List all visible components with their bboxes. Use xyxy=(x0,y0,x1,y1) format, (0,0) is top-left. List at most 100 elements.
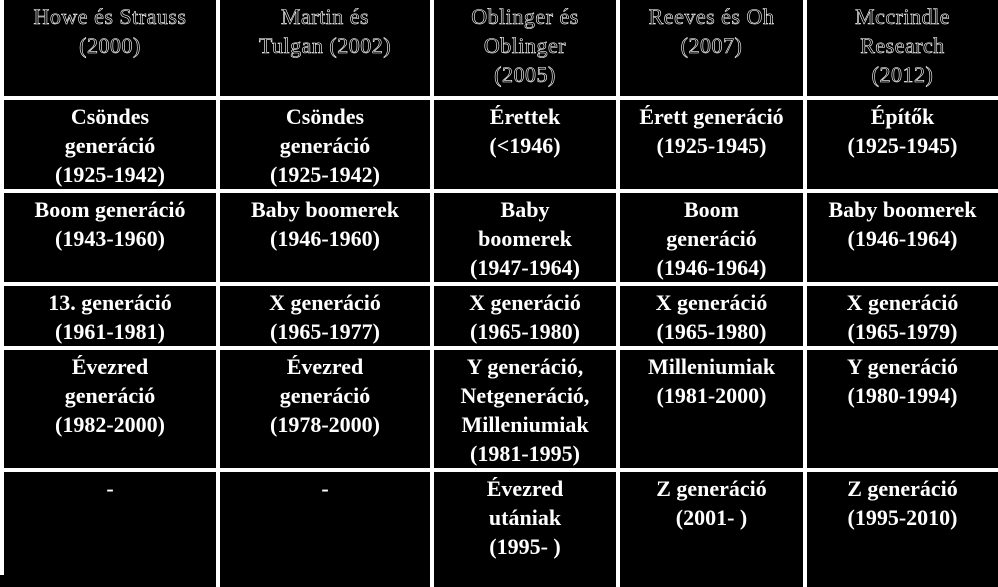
table-cell: Z generáció (2001- ) xyxy=(616,468,807,587)
table-cell: Boom generáció (1946-1964) xyxy=(616,189,807,286)
cell-line: (1961-1981) xyxy=(55,319,165,344)
table-cell: X generáció (1965-1977) xyxy=(216,282,434,350)
cell-line: Csöndes xyxy=(285,104,365,129)
column-header-3: Oblinger és Oblinger (2005) xyxy=(430,0,620,100)
cell-line: Építők xyxy=(870,104,935,129)
column-header-5: Mccrindle Research (2012) xyxy=(803,0,998,100)
header-row: Howe és Strauss (2000) Martin és Tulgan (20… xyxy=(4,0,998,100)
cell-line: (1925-1945) xyxy=(847,133,958,158)
table-row: Évezred generáció (1982-2000) Évezred generá… xyxy=(4,346,998,472)
cell-line: Z generáció xyxy=(847,476,958,501)
cell-line: (1947-1964) xyxy=(470,255,580,280)
column-header-4: Reeves és Oh (2007) xyxy=(616,0,807,100)
cell-line: - xyxy=(321,476,329,501)
table-cell: 13. generáció (1961-1981) xyxy=(4,282,220,350)
cell-line: Érett generáció xyxy=(639,104,784,129)
cell-line: Évezred xyxy=(71,354,149,379)
table-row: - - Évezred utániak (1995- ) Z generáció (2001… xyxy=(4,468,998,587)
table-cell: Baby boomerek (1946-1960) xyxy=(216,189,434,286)
cell-line: (1943-1960) xyxy=(55,226,165,251)
table-cell: Építők (1925-1945) xyxy=(803,96,998,193)
column-header-line: (2005) xyxy=(494,62,556,88)
cell-line: (1982-2000) xyxy=(55,412,165,437)
table-cell: Csöndes generáció (1925-1942) xyxy=(4,96,220,193)
cell-line: generáció xyxy=(279,383,371,408)
cell-line: (1965-1977) xyxy=(270,319,380,344)
table-cell: Csöndes generáció (1925-1942) xyxy=(216,96,434,193)
cell-line: (1965-1980) xyxy=(656,319,767,344)
cell-line: Netgeneráció, xyxy=(460,383,590,408)
column-header-line: Oblinger és xyxy=(471,4,579,30)
table-cell: Baby boomerek (1947-1964) xyxy=(430,189,620,286)
table-cell: X generáció (1965-1979) xyxy=(803,282,998,350)
cell-line: boomerek xyxy=(478,226,572,251)
column-header-1: Howe és Strauss (2000) xyxy=(4,0,220,100)
cell-line: (1946-1960) xyxy=(270,226,380,251)
cell-line: (1995-2010) xyxy=(847,505,958,530)
table-cell: Boom generáció (1943-1960) xyxy=(4,189,220,286)
column-header-line: Tulgan (2002) xyxy=(258,33,392,59)
column-header-line: (2000) xyxy=(79,33,141,59)
cell-line: (1965-1980) xyxy=(470,319,580,344)
table-cell: Y generáció (1980-1994) xyxy=(803,346,998,472)
cell-line: 13. generáció xyxy=(48,290,172,315)
cell-line: Érettek xyxy=(489,104,561,129)
cell-line: X generáció xyxy=(269,290,381,315)
table-cell: Baby boomerek (1946-1964) xyxy=(803,189,998,286)
cell-line: Baby boomerek xyxy=(828,197,977,222)
column-header-line: (2012) xyxy=(871,62,934,88)
cell-line: Milleniumiak xyxy=(647,354,776,379)
table-cell: Z generáció (1995-2010) xyxy=(803,468,998,587)
table-cell: X generáció (1965-1980) xyxy=(616,282,807,350)
cell-line: generáció xyxy=(666,226,757,251)
cell-line: (1925-1942) xyxy=(270,162,380,187)
column-header-line: Howe és Strauss xyxy=(33,4,187,30)
cell-line: (1965-1979) xyxy=(847,319,958,344)
table-cell: X generáció (1965-1980) xyxy=(430,282,620,350)
column-header-line: Oblinger xyxy=(483,33,567,59)
cell-line: Boom xyxy=(684,197,739,222)
cell-line: Milleniumiak xyxy=(461,412,589,437)
cell-line: X generáció xyxy=(469,290,581,315)
cell-line: X generáció xyxy=(655,290,768,315)
table-cell: - xyxy=(4,468,220,587)
table-cell: Évezred generáció (1982-2000) xyxy=(4,346,220,472)
table-row: Boom generáció (1943-1960) Baby boomerek (1… xyxy=(4,189,998,286)
table-header: Howe és Strauss (2000) Martin és Tulgan (20… xyxy=(4,0,998,100)
cell-line: Baby boomerek xyxy=(250,197,400,222)
cell-line: (1980-1994) xyxy=(847,383,958,408)
column-header-line: Research xyxy=(860,33,945,59)
generations-comparison-table: Howe és Strauss (2000) Martin és Tulgan (20… xyxy=(4,0,998,587)
cell-line: Csöndes xyxy=(70,104,150,129)
table-row: 13. generáció (1961-1981) X generáció (1965… xyxy=(4,282,998,350)
cell-line: Y generáció, xyxy=(466,354,584,379)
column-header-line: Mccrindle xyxy=(855,4,950,30)
cell-line: utániak xyxy=(488,505,562,530)
table-cell: Érett generáció (1925-1945) xyxy=(616,96,807,193)
table-cell: Érettek (<1946) xyxy=(430,96,620,193)
cell-line: Baby xyxy=(500,197,550,222)
cell-line: (2001- ) xyxy=(675,505,748,530)
table-cell: Évezred utániak (1995- ) xyxy=(430,468,620,587)
cell-line: (1981-1995) xyxy=(470,441,580,466)
cell-line: (1995- ) xyxy=(489,534,561,559)
cell-line: generáció xyxy=(279,133,371,158)
table-cell: Milleniumiak (1981-2000) xyxy=(616,346,807,472)
table-row: Csöndes generáció (1925-1942) Csöndes generá… xyxy=(4,96,998,193)
cell-line: Y generáció xyxy=(847,354,958,379)
cell-line: (1946-1964) xyxy=(656,255,767,280)
cell-line: generáció xyxy=(64,133,156,158)
cell-line: generáció xyxy=(64,383,156,408)
cell-line: (1925-1942) xyxy=(55,162,165,187)
cell-line: Z generáció xyxy=(656,476,767,501)
cell-line: Évezred xyxy=(286,354,364,379)
column-header-line: (2007) xyxy=(680,33,743,59)
cell-line: (1978-2000) xyxy=(270,412,380,437)
cell-line: (1946-1964) xyxy=(847,226,958,251)
column-header-line: Martin és xyxy=(280,4,370,30)
column-header-line: Reeves és Oh xyxy=(648,4,775,30)
column-header-2: Martin és Tulgan (2002) xyxy=(216,0,434,100)
cell-line: Évezred xyxy=(486,476,564,501)
cell-line: (1925-1945) xyxy=(656,133,767,158)
